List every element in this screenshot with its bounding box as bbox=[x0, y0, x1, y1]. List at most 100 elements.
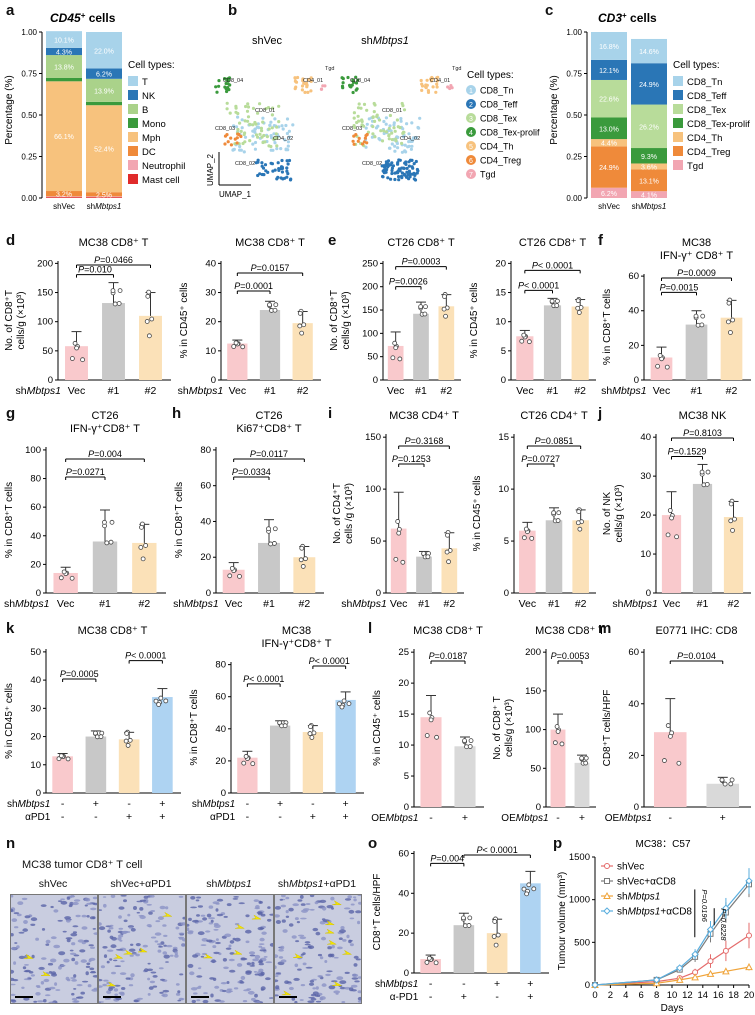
y-tick-label: 1.00 bbox=[21, 28, 37, 37]
umap-point bbox=[279, 147, 283, 151]
nucleus bbox=[232, 898, 239, 900]
nucleus bbox=[182, 916, 185, 920]
nucleus bbox=[338, 937, 343, 940]
cluster-label: CD8_01 bbox=[255, 108, 275, 114]
umap-point bbox=[384, 122, 388, 126]
umap-point bbox=[426, 90, 431, 94]
legend-entry: CD8_Tn bbox=[687, 77, 722, 88]
nucleus bbox=[174, 954, 179, 958]
y-axis-label: % in CD45⁺ cells bbox=[179, 283, 190, 359]
y-tick-label: 80 bbox=[30, 474, 41, 485]
umap-point bbox=[269, 148, 273, 152]
nucleus bbox=[107, 929, 111, 933]
segment-label: 6.2% bbox=[96, 72, 112, 79]
x-tick-label: 8 bbox=[654, 990, 659, 1001]
umap-point bbox=[354, 133, 358, 137]
panel-label-l: l bbox=[368, 620, 373, 637]
nucleus bbox=[40, 904, 47, 907]
p-value: P=0.1253 bbox=[392, 454, 431, 464]
nucleus bbox=[238, 902, 245, 905]
data-point bbox=[272, 541, 277, 546]
nucleus bbox=[133, 999, 139, 1003]
p-value: P=0.0727 bbox=[521, 454, 560, 464]
nucleus bbox=[245, 970, 252, 974]
nucleus bbox=[331, 907, 334, 910]
bar bbox=[390, 528, 407, 593]
arrow-marker bbox=[203, 953, 214, 959]
nucleus bbox=[45, 939, 51, 944]
umap-point bbox=[363, 136, 367, 140]
nucleus bbox=[111, 936, 117, 941]
x-tick-label: 6 bbox=[639, 990, 644, 1001]
nucleus bbox=[118, 927, 124, 930]
nucleus bbox=[103, 903, 107, 908]
y-tick-label: 20 bbox=[628, 750, 639, 761]
nucleus bbox=[265, 977, 271, 981]
umap-point bbox=[435, 85, 439, 89]
nucleus bbox=[248, 951, 256, 955]
chart-p-tumour-growth: MC38：C57 Tumour volume (mm³) 0 500 1000 1500 0… bbox=[557, 839, 754, 1014]
nucleus bbox=[117, 937, 122, 941]
x-tick-label: 14 bbox=[698, 990, 709, 1001]
y-axis-label: % in CD8⁺T cells bbox=[4, 482, 15, 558]
legend-entry: CD4_Th bbox=[480, 142, 514, 152]
y-tick-label: 10 bbox=[495, 317, 506, 328]
chart-title: CT26 bbox=[92, 410, 119, 422]
umap-point bbox=[390, 168, 394, 173]
umap-point bbox=[346, 75, 350, 80]
nucleus bbox=[22, 966, 27, 970]
umap-point bbox=[365, 108, 369, 112]
legend-swatch bbox=[673, 160, 683, 170]
y-tick-label: 0 bbox=[585, 980, 590, 991]
panel-b-umap: shVec shMbtps1 CD8_04 CD4_01 CD8_01 CD8_03 C… bbox=[206, 35, 540, 199]
data-point bbox=[392, 340, 398, 346]
umap-point bbox=[374, 126, 379, 130]
y-tick-label: 0 bbox=[376, 588, 381, 599]
nucleus bbox=[299, 895, 304, 899]
nucleus bbox=[348, 909, 355, 914]
ihc-image bbox=[98, 894, 186, 1004]
umap-point bbox=[373, 103, 377, 107]
umap-point bbox=[410, 121, 414, 125]
data-point bbox=[297, 310, 303, 316]
data-point bbox=[426, 955, 432, 961]
umap-point bbox=[435, 76, 439, 80]
y-tick-label: 0 bbox=[634, 375, 639, 386]
umap-point bbox=[275, 147, 279, 151]
nucleus bbox=[336, 976, 344, 980]
umap-point bbox=[425, 78, 429, 82]
nucleus bbox=[220, 982, 227, 985]
umap-point bbox=[390, 166, 394, 170]
data-point bbox=[158, 695, 164, 701]
nucleus bbox=[113, 988, 119, 992]
nucleus bbox=[21, 897, 28, 901]
nucleus bbox=[54, 982, 58, 986]
nucleus bbox=[187, 923, 190, 927]
umap-point bbox=[424, 83, 428, 87]
data-point bbox=[139, 524, 144, 530]
chart-title: CT26 CD8⁺ T bbox=[387, 237, 455, 249]
nucleus bbox=[222, 989, 227, 993]
y-axis-label: No. of CD8⁺T bbox=[329, 290, 340, 351]
data-point bbox=[531, 886, 537, 892]
panel-b-title-right: shMbtps1 bbox=[361, 35, 409, 47]
nucleus bbox=[211, 959, 216, 964]
nucleus bbox=[258, 962, 264, 966]
x-tick-label: #1 bbox=[99, 598, 111, 610]
umap-point bbox=[364, 126, 368, 130]
p-value: P=0.0466 bbox=[94, 255, 133, 265]
nucleus bbox=[53, 909, 59, 913]
data-point bbox=[273, 302, 279, 308]
nucleus bbox=[86, 962, 91, 966]
y-tick-label: 50 bbox=[42, 346, 53, 357]
chart-title: IFN-γ⁺CD8⁺ T bbox=[70, 423, 140, 435]
umap-point bbox=[236, 115, 240, 119]
umap-point bbox=[380, 139, 385, 143]
umap-point bbox=[281, 127, 285, 131]
nucleus bbox=[192, 919, 199, 923]
nucleus bbox=[357, 920, 361, 925]
nucleus bbox=[210, 993, 214, 998]
nucleus bbox=[187, 927, 190, 931]
umap-point bbox=[239, 129, 243, 133]
legend-swatch bbox=[673, 146, 683, 156]
